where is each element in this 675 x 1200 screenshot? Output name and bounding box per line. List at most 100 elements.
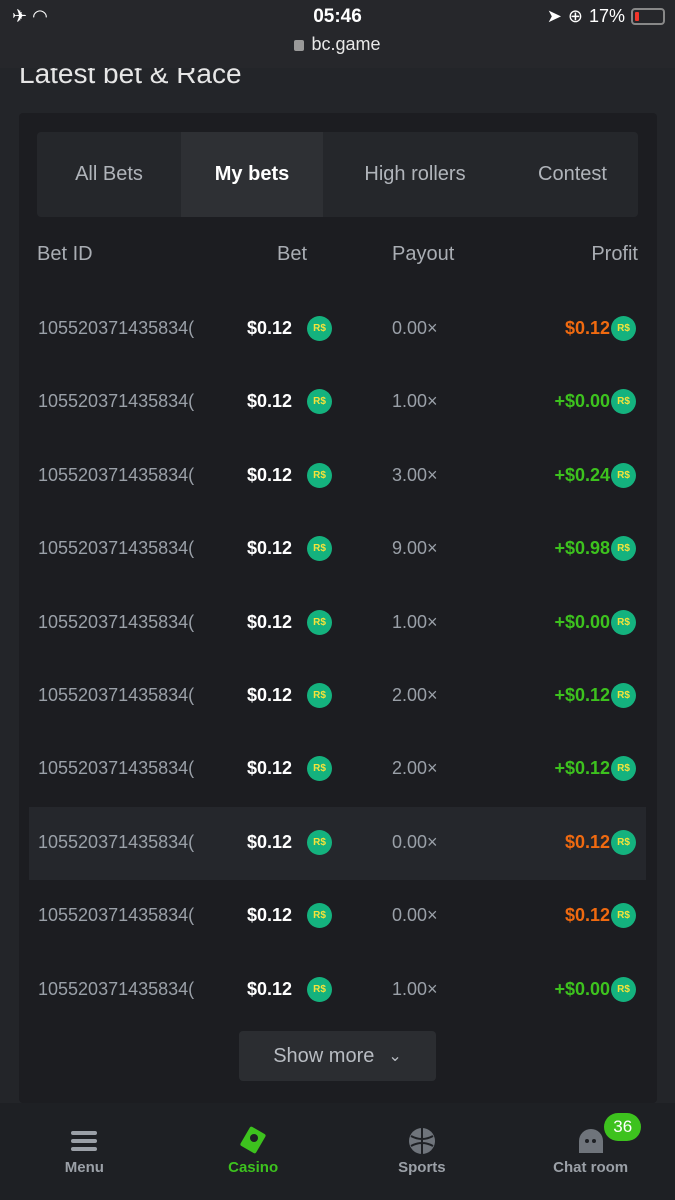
profit: +$0.12 xyxy=(554,758,610,779)
bet-id[interactable]: 105520371435834( xyxy=(38,538,195,559)
address-bar[interactable]: bc.game xyxy=(0,34,675,55)
bet-amount: $0.12 xyxy=(247,611,293,632)
payout: 0.00× xyxy=(392,905,438,926)
profit: $0.12 xyxy=(564,831,610,852)
payout: 0.00× xyxy=(392,318,438,338)
tab-all-bets[interactable]: All Bets xyxy=(75,163,143,185)
bet-amount: $0.12 xyxy=(247,318,293,338)
table-row[interactable]: 105520371435834( $0.12 R$ 2.00× +$0.12 R… xyxy=(29,660,646,733)
currency-coin-icon: R$ xyxy=(611,903,636,929)
nav-label: Menu xyxy=(64,1159,104,1176)
bet-amount: $0.12 xyxy=(247,391,293,412)
chevron-down-icon: ⌄ xyxy=(388,1048,402,1065)
tab-contest[interactable]: Contest xyxy=(538,163,607,185)
nav-label: Casino xyxy=(228,1159,279,1176)
tab-my-bets[interactable]: My bets xyxy=(181,132,323,217)
bet-id[interactable]: 105520371435834( xyxy=(38,831,195,852)
currency-coin-icon: R$ xyxy=(611,829,636,855)
bet-amount: $0.12 xyxy=(247,685,293,705)
table-row[interactable]: 105520371435834( $0.12 R$ 1.00× +$0.00 R… xyxy=(29,366,646,439)
col-bet-id: Bet ID xyxy=(37,243,93,265)
nav-label: Sports xyxy=(398,1159,446,1176)
bet-id[interactable]: 105520371435834( xyxy=(38,391,195,412)
currency-coin-icon: R$ xyxy=(307,462,332,488)
chat-icon xyxy=(506,1123,675,1159)
currency-coin-icon: R$ xyxy=(307,609,332,635)
nav-menu[interactable]: Menu xyxy=(0,1103,169,1200)
airplane-wifi-icons: ✈ ︎◠ xyxy=(12,6,48,26)
bet-amount: $0.12 xyxy=(247,464,293,485)
table-row[interactable]: 105520371435834( $0.12 R$ 2.00× +$0.12 R… xyxy=(29,733,646,806)
table-row[interactable]: 105520371435834( $0.12 R$ 0.00× $0.12 R$ xyxy=(29,806,646,880)
tab-high-rollers[interactable]: High rollers xyxy=(364,163,466,185)
table-row[interactable]: 105520371435834( $0.12 R$ 1.00× +$0.00 R… xyxy=(29,587,646,660)
profit: +$0.00 xyxy=(554,978,610,999)
currency-coin-icon: R$ xyxy=(307,536,332,562)
menu-icon xyxy=(0,1123,169,1159)
payout: 3.00× xyxy=(392,464,438,485)
profit: +$0.00 xyxy=(554,391,610,412)
nav-chat-room[interactable]: Chat room 36 xyxy=(506,1103,675,1200)
table-row[interactable]: 105520371435834( $0.12 R$ 0.00× $0.12 R$ xyxy=(29,880,646,953)
currency-coin-icon: R$ xyxy=(307,683,332,708)
bet-amount: $0.12 xyxy=(247,905,293,926)
payout: 2.00× xyxy=(392,758,438,779)
nav-casino[interactable]: Casino xyxy=(169,1103,338,1200)
payout: 9.00× xyxy=(392,538,438,559)
bet-id[interactable]: 105520371435834( xyxy=(38,464,195,485)
status-bar: ✈ ︎◠ 05:46 bc.game ➤ ⊕ 17% xyxy=(0,0,675,68)
payout: 1.00× xyxy=(392,391,438,412)
bottom-nav: Menu Casino Sports Chat room 36 xyxy=(0,1103,675,1200)
currency-coin-icon: R$ xyxy=(307,756,332,782)
bet-id[interactable]: 105520371435834( xyxy=(38,318,195,338)
bet-tabs: All Bets My bets High rollers Contest xyxy=(37,132,638,217)
show-more-label: Show more xyxy=(273,1044,375,1067)
col-bet: Bet xyxy=(277,243,308,265)
currency-coin-icon: R$ xyxy=(307,316,332,341)
url-text: bc.game xyxy=(311,34,381,54)
battery-percent: 17% xyxy=(588,6,625,26)
col-profit: Profit xyxy=(591,243,638,265)
bet-amount: $0.12 xyxy=(247,978,293,999)
profit: $0.12 xyxy=(564,905,610,926)
payout: 0.00× xyxy=(392,831,438,852)
bet-amount: $0.12 xyxy=(247,538,293,559)
col-payout: Payout xyxy=(392,243,455,265)
payout: 1.00× xyxy=(392,611,438,632)
table-row[interactable]: 105520371435834( $0.12 R$ 1.00× +$0.00 R… xyxy=(29,954,646,1027)
profit: $0.12 xyxy=(564,318,610,338)
currency-coin-icon: R$ xyxy=(307,829,332,855)
show-more-button[interactable]: Show more ⌄ xyxy=(239,1031,436,1081)
bet-amount: $0.12 xyxy=(247,758,293,779)
nav-sports[interactable]: Sports xyxy=(338,1103,507,1200)
currency-coin-icon: R$ xyxy=(611,609,636,635)
clock: 05:46 xyxy=(313,6,362,27)
currency-coin-icon: R$ xyxy=(611,683,636,708)
battery-icon xyxy=(631,8,665,25)
currency-coin-icon: R$ xyxy=(611,462,636,488)
profit: +$0.24 xyxy=(554,464,610,485)
profit: +$0.00 xyxy=(554,611,610,632)
table-row[interactable]: 105520371435834( $0.12 R$ 9.00× +$0.98 R… xyxy=(29,513,646,586)
rotation-lock-icon: ⊕ xyxy=(567,6,583,26)
wifi-icon: ︎◠ xyxy=(32,6,48,26)
profit: +$0.12 xyxy=(554,685,610,705)
currency-coin-icon: R$ xyxy=(611,756,636,782)
location-icon: ➤ xyxy=(546,6,562,26)
currency-coin-icon: R$ xyxy=(611,389,636,415)
nav-label: Chat room xyxy=(553,1159,629,1176)
profit: +$0.98 xyxy=(554,538,610,559)
bet-id[interactable]: 105520371435834( xyxy=(38,978,195,999)
table-row[interactable]: 105520371435834( $0.12 R$ 3.00× +$0.24 R… xyxy=(29,440,646,513)
bet-id[interactable]: 105520371435834( xyxy=(38,905,195,926)
bet-id[interactable]: 105520371435834( xyxy=(38,611,195,632)
bet-id[interactable]: 105520371435834( xyxy=(38,685,195,705)
currency-coin-icon: R$ xyxy=(307,976,332,1002)
currency-coin-icon: R$ xyxy=(611,976,636,1002)
lock-icon xyxy=(294,40,305,51)
bets-card: All Bets My bets High rollers Contest Be… xyxy=(19,113,657,1103)
payout: 1.00× xyxy=(392,978,438,999)
table-row[interactable]: 105520371435834( $0.12 R$ 0.00× $0.12 R$ xyxy=(29,293,646,366)
currency-coin-icon: R$ xyxy=(611,316,636,341)
bet-id[interactable]: 105520371435834( xyxy=(38,758,195,779)
